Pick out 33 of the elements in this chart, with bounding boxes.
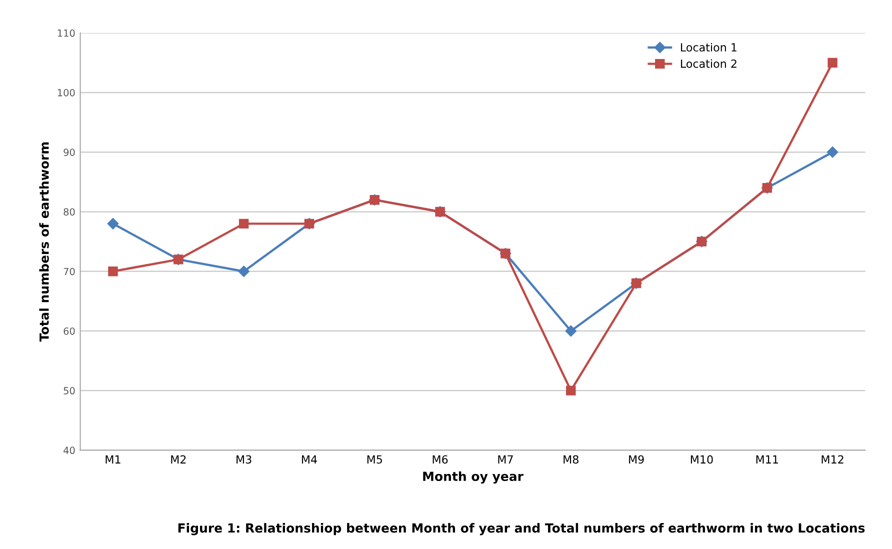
y-tick-label: 80 bbox=[64, 208, 75, 216]
point bbox=[108, 266, 118, 276]
y-tick-label: 40 bbox=[64, 446, 75, 454]
point bbox=[828, 58, 838, 68]
x-tick-label: M6 bbox=[432, 455, 448, 464]
y-axis-title: Total numbers of earthworm bbox=[39, 142, 49, 342]
legend-label: Location 2 bbox=[680, 59, 736, 68]
x-tick-label: M7 bbox=[498, 455, 513, 464]
x-tick-label: M3 bbox=[236, 455, 252, 464]
y-tick-label: 60 bbox=[64, 327, 75, 335]
caption: Figure 1: Relationshiop between Month of year and Total numbers of earthworm in two Locations bbox=[178, 523, 865, 536]
x-tick-label: M5 bbox=[367, 455, 382, 464]
x-tick-label: M11 bbox=[756, 455, 778, 464]
y-tick-label: 70 bbox=[64, 268, 75, 276]
y-tick-label: 50 bbox=[64, 387, 75, 394]
point bbox=[565, 325, 576, 337]
x-tick-label: M1 bbox=[106, 455, 120, 464]
x-tick-label: M8 bbox=[564, 455, 578, 464]
y-tick-label: 100 bbox=[58, 89, 75, 96]
x-tick-label: M10 bbox=[690, 455, 713, 464]
x-tick-label: M9 bbox=[629, 455, 644, 464]
legend-label: Location 1 bbox=[680, 42, 736, 52]
x-axis-title: Month oy year bbox=[423, 471, 524, 484]
point bbox=[238, 266, 250, 277]
x-tick-label: M2 bbox=[171, 455, 186, 464]
y-tick-label: 90 bbox=[64, 148, 75, 156]
y-tick-label: 110 bbox=[58, 29, 75, 37]
point bbox=[566, 386, 576, 396]
x-tick-label: M4 bbox=[302, 455, 317, 464]
point bbox=[238, 218, 249, 229]
point bbox=[107, 218, 119, 230]
point bbox=[826, 146, 838, 158]
x-tick-label: M12 bbox=[822, 455, 844, 464]
